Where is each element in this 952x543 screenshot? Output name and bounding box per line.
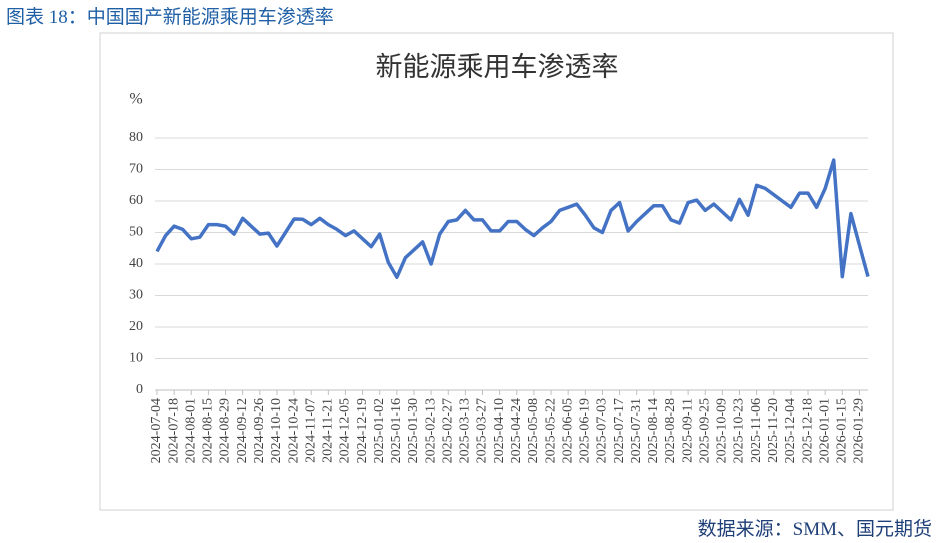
header-title: 图表 18：中国国产新能源乘用车渗透率 [6, 7, 334, 28]
y-tick-label: 10 [129, 351, 143, 366]
x-tick-label: 2024-10-24 [286, 398, 301, 463]
chart-frame [99, 32, 894, 511]
x-tick-label: 2025-09-11 [680, 398, 695, 463]
y-tick-label: 60 [129, 193, 143, 208]
x-tick-label: 2025-03-13 [458, 398, 473, 463]
y-tick-label: 0 [136, 382, 143, 397]
x-tick-label: 2024-10-10 [269, 398, 284, 463]
x-tick-label: 2025-06-05 [560, 398, 575, 463]
x-tick-label: 2025-08-14 [646, 398, 661, 463]
chart-title: 新能源乘用车渗透率 [376, 52, 619, 82]
x-tick-label: 2025-05-08 [526, 398, 541, 463]
y-tick-label: 30 [129, 288, 143, 303]
x-tick-label: 2024-11-21 [321, 398, 336, 463]
x-tick-label: 2024-12-05 [338, 398, 353, 463]
x-tick-label: 2025-09-25 [697, 398, 712, 463]
x-tick-label: 2025-12-18 [800, 398, 815, 463]
x-tick-label: 2025-01-02 [372, 398, 387, 463]
x-tick-label: 2024-08-15 [201, 398, 216, 463]
x-tick-label: 2026-01-15 [835, 398, 850, 463]
x-tick-label: 2025-03-27 [475, 398, 490, 463]
x-tick-label: 2025-02-27 [440, 398, 455, 463]
x-tick-label: 2025-07-03 [595, 398, 610, 463]
x-tick-label: 2024-11-07 [303, 398, 318, 463]
x-tick-label: 2024-08-29 [218, 398, 233, 463]
x-tick-label: 2025-11-06 [749, 398, 764, 463]
x-tick-label: 2025-10-09 [715, 398, 730, 463]
y-tick-label: 50 [129, 225, 143, 240]
y-tick-label: 80 [129, 130, 143, 145]
x-tick-label: 2026-01-01 [817, 398, 832, 463]
x-tick-label: 2026-01-29 [852, 398, 867, 463]
x-tick-label: 2025-01-16 [389, 398, 404, 463]
x-tick-label: 2025-04-24 [509, 398, 524, 463]
x-tick-label: 2024-09-26 [252, 398, 267, 463]
x-tick-label: 2025-11-20 [766, 398, 781, 463]
x-tick-label: 2024-08-01 [183, 398, 198, 463]
x-tick-label: 2025-07-17 [612, 398, 627, 463]
x-tick-label: 2025-08-28 [663, 398, 678, 463]
x-tick-label: 2024-07-04 [149, 398, 164, 463]
x-tick-label: 2025-10-23 [732, 398, 747, 463]
x-tick-label: 2025-05-22 [543, 398, 558, 463]
y-tick-label: 70 [129, 162, 143, 177]
y-tick-label: 20 [129, 319, 143, 334]
x-tick-label: 2025-02-13 [423, 398, 438, 463]
y-tick-label: 40 [129, 256, 143, 271]
x-tick-label: 2025-06-19 [578, 398, 593, 463]
x-tick-label: 2024-07-18 [166, 398, 181, 463]
x-tick-label: 2025-01-30 [406, 398, 421, 463]
y-axis-label: % [129, 91, 142, 108]
x-tick-label: 2025-07-31 [629, 398, 644, 463]
x-tick-label: 2024-09-12 [235, 398, 250, 463]
series-line [155, 158, 870, 279]
x-tick-label: 2025-04-10 [492, 398, 507, 463]
x-tick-label: 2024-12-19 [355, 398, 370, 463]
x-tick-label: 2025-12-04 [783, 398, 798, 463]
source: 数据来源：SMM、国元期货 [697, 519, 932, 540]
